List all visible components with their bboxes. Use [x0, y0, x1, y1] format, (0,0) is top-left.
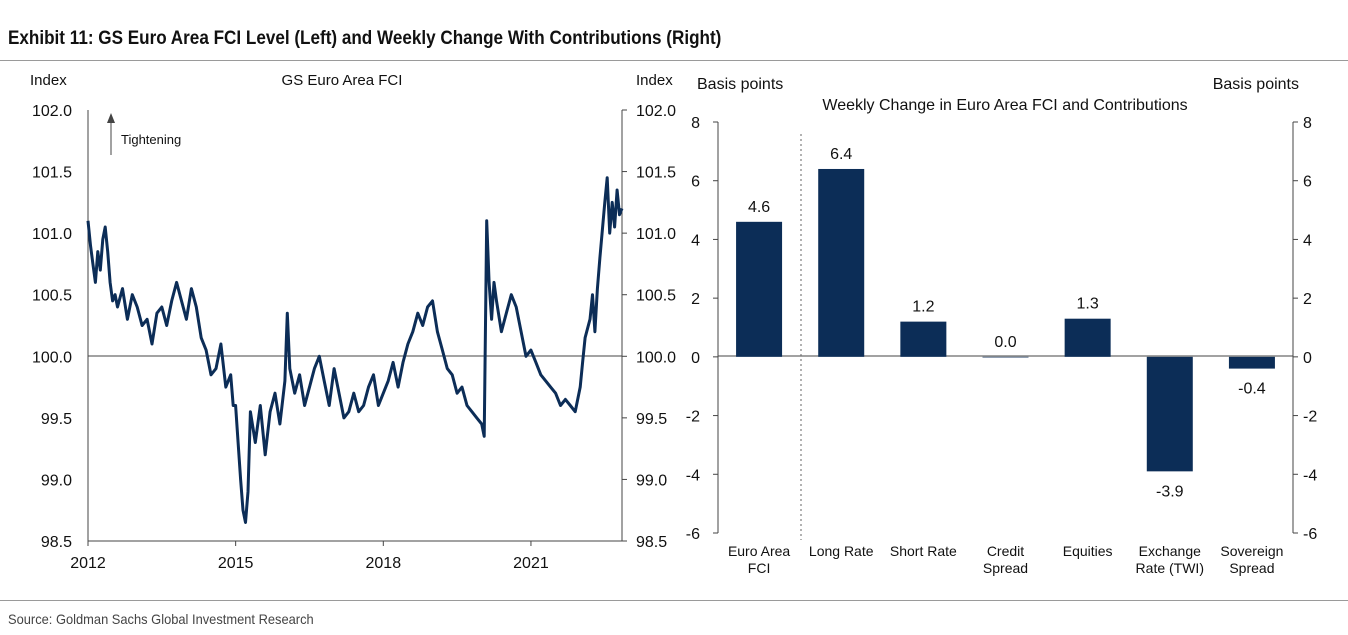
right-y-tick-label-right: -4 [1303, 467, 1317, 484]
left-y-tick-label: 101.5 [32, 165, 72, 182]
right-y-tick-label: -2 [686, 409, 700, 426]
bar [982, 356, 1029, 358]
left-y-tick-label-right: 98.5 [636, 534, 667, 551]
right-y-tick-label: 2 [691, 291, 700, 308]
left-y-tick-label-right: 102.0 [636, 103, 676, 120]
bar [1228, 356, 1275, 369]
bar [900, 321, 947, 357]
bar-data-label: 6.4 [830, 146, 852, 163]
right-y-tick-label-right: 6 [1303, 174, 1312, 191]
category-label: Credit [987, 543, 1024, 559]
category-label: FCI [748, 560, 771, 576]
category-label: Spread [1229, 560, 1274, 576]
left-y-tick-label-right: 101.5 [636, 165, 676, 182]
left-y-tick-label-right: 100.0 [636, 349, 676, 366]
exhibit-title: Exhibit 11: GS Euro Area FCI Level (Left… [8, 28, 722, 49]
bar-data-label: 4.6 [748, 199, 770, 216]
bar-data-label: -0.4 [1238, 381, 1266, 398]
right-y-tick-label: -6 [686, 526, 700, 543]
left-y-tick-label-right: 99.5 [636, 411, 667, 428]
charts-canvas: Index GS Euro Area FCI Index Tightening … [30, 72, 1318, 576]
category-label: Equities [1063, 543, 1113, 559]
right-y-tick-label: 4 [691, 232, 700, 249]
left-y-tick-label: 101.0 [32, 226, 72, 243]
right-chart-title: Weekly Change in Euro Area FCI and Contr… [822, 97, 1187, 114]
left-y-axis-label-right: Index [636, 72, 673, 89]
left-line-chart: Index GS Euro Area FCI Index Tightening … [30, 72, 676, 572]
right-y-tick-label-right: 4 [1303, 232, 1312, 249]
left-x-tick-label: 2012 [70, 555, 106, 572]
fci-series-line [86, 176, 624, 524]
bottom-rule [0, 600, 1348, 601]
left-x-tick-label: 2021 [513, 555, 549, 572]
left-y-tick-label: 99.5 [41, 411, 72, 428]
left-y-tick-label: 100.5 [32, 288, 72, 305]
right-y-tick-label-right: 2 [1303, 291, 1312, 308]
right-y-tick-label: 6 [691, 174, 700, 191]
right-y-tick-label-right: -6 [1303, 526, 1317, 543]
bar-data-label: 0.0 [994, 334, 1016, 351]
source-note: Source: Goldman Sachs Global Investment … [8, 611, 314, 627]
left-x-tick-label: 2015 [218, 555, 254, 572]
right-bar-chart: Basis points Basis points Weekly Change … [686, 76, 1318, 576]
bar [818, 168, 865, 357]
bar [1064, 318, 1111, 357]
up-arrow-icon [107, 113, 115, 123]
left-y-tick-label-right: 100.5 [636, 288, 676, 305]
right-y-tick-label: 0 [691, 350, 700, 367]
category-label: Spread [983, 560, 1028, 576]
right-y-axis-label: Basis points [697, 76, 783, 93]
left-y-tick-label: 102.0 [32, 103, 72, 120]
left-chart-title: GS Euro Area FCI [282, 72, 403, 89]
right-y-tick-label: -4 [686, 467, 700, 484]
right-y-tick-label-right: 8 [1303, 115, 1312, 132]
category-label: Long Rate [809, 543, 874, 559]
category-label: Sovereign [1220, 543, 1283, 559]
right-y-axis-label-right: Basis points [1213, 76, 1299, 93]
left-y-axis-label: Index [30, 72, 67, 89]
category-label: Short Rate [890, 543, 957, 559]
bar-data-label: 1.2 [912, 299, 934, 316]
category-label: Exchange [1139, 543, 1201, 559]
left-y-tick-label: 98.5 [41, 534, 72, 551]
right-y-tick-label: 8 [691, 115, 700, 132]
left-y-tick-label: 100.0 [32, 349, 72, 366]
category-label: Rate (TWI) [1136, 560, 1204, 576]
right-y-tick-label-right: 0 [1303, 350, 1312, 367]
bar-data-label: -3.9 [1156, 483, 1184, 500]
right-y-tick-label-right: -2 [1303, 409, 1317, 426]
left-y-tick-label: 99.0 [41, 472, 72, 489]
category-label: Euro Area [728, 543, 790, 559]
left-y-tick-label-right: 99.0 [636, 472, 667, 489]
left-y-tick-label-right: 101.0 [636, 226, 676, 243]
left-x-tick-label: 2018 [366, 555, 402, 572]
top-rule [0, 60, 1348, 61]
tightening-annotation: Tightening [121, 132, 181, 147]
bar [736, 221, 783, 357]
bar [1146, 356, 1193, 472]
bar-data-label: 1.3 [1077, 296, 1099, 313]
